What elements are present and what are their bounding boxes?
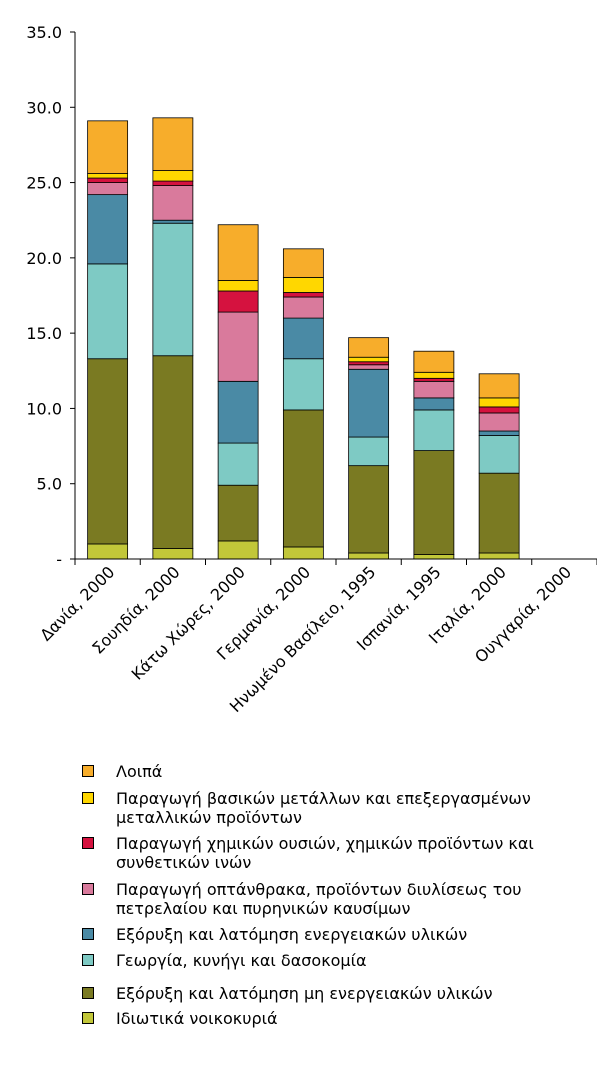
y-tick-label: 30.0 <box>26 98 62 117</box>
legend-label: Εξόρυξη και λατόμηση μη ενεργειακών υλικ… <box>116 984 493 1003</box>
bar-segment <box>348 436 390 467</box>
legend-label: Εξόρυξη και λατόμηση ενεργειακών υλικών <box>116 925 468 944</box>
bar-segment <box>282 296 324 319</box>
legend-item: Εξόρυξη και λατόμηση μη ενεργειακών υλικ… <box>78 984 593 1003</box>
bar-segment <box>282 248 324 278</box>
bar-segment <box>413 350 455 373</box>
legend-swatch <box>82 837 94 849</box>
bar-segment <box>413 397 455 411</box>
bar-segment <box>152 548 194 560</box>
legend-label: Λοιπά <box>116 762 163 781</box>
bar-segment <box>152 170 194 182</box>
bar-segment <box>413 371 455 379</box>
bar-segment <box>478 412 520 432</box>
bar-segment <box>217 280 259 292</box>
bar-segment <box>478 435 520 474</box>
bar-segment <box>87 182 129 196</box>
bar-segment <box>152 180 194 186</box>
bar-segment <box>348 356 390 363</box>
y-tick-label: - <box>56 550 62 569</box>
bar-segment <box>282 409 324 548</box>
bar-segment <box>152 222 194 357</box>
bar-segment <box>282 358 324 411</box>
bar-segment <box>478 552 520 560</box>
legend-swatch <box>82 792 94 804</box>
legend-item: Ιδιωτικά νοικοκυριά <box>78 1009 593 1028</box>
y-tick-label: 20.0 <box>26 249 62 268</box>
legend-swatch <box>82 765 94 777</box>
legend-label: Παραγωγή βασικών μετάλλων και επεξεργασμ… <box>116 789 531 827</box>
bar-segment <box>152 185 194 221</box>
legend-label: Παραγωγή οπτάνθρακα, προϊόντων διυλίσεως… <box>116 880 522 918</box>
bar-segment <box>478 472 520 554</box>
x-tick-label: Κάτω Χώρες, 2000 <box>128 562 249 683</box>
bar-segment <box>413 554 455 560</box>
bar-segment <box>87 194 129 265</box>
bar-segment <box>217 442 259 486</box>
y-tick-label: 15.0 <box>26 324 62 343</box>
bar-segment <box>478 397 520 408</box>
bar-segment <box>478 373 520 399</box>
y-tick-label: 5.0 <box>37 475 62 494</box>
bar-segment <box>217 540 259 560</box>
bar-segment <box>413 377 455 382</box>
bar-segment <box>87 358 129 545</box>
bar-segment <box>217 311 259 382</box>
bar-segment <box>87 543 129 560</box>
legend-item: Παραγωγή χημικών ουσιών, χημικών προϊόντ… <box>78 834 593 872</box>
legend-swatch <box>82 883 94 895</box>
legend-label: Γεωργία, κυνήγι και δασοκομία <box>116 951 367 970</box>
legend: Λοιπά Παραγωγή βασικών μετάλλων και επεξε… <box>78 762 593 1028</box>
bar-segment <box>282 317 324 360</box>
bar-segment <box>217 290 259 313</box>
legend-item: Λοιπά <box>78 762 593 781</box>
legend-item: Γεωργία, κυνήγι και δασοκομία <box>78 951 593 970</box>
legend-label: Ιδιωτικά νοικοκυριά <box>116 1009 278 1028</box>
legend-item: Παραγωγή βασικών μετάλλων και επεξεργασμ… <box>78 789 593 827</box>
bar-segment <box>87 173 129 179</box>
legend-swatch <box>82 928 94 940</box>
bar-segment <box>87 263 129 360</box>
bar-segment <box>217 224 259 281</box>
legend-swatch <box>82 1012 94 1024</box>
bar-segment <box>413 380 455 399</box>
bar-segment <box>87 177 129 183</box>
bar-segment <box>217 380 259 444</box>
legend-item: Παραγωγή οπτάνθρακα, προϊόντων διυλίσεως… <box>78 880 593 918</box>
bar-segment <box>348 368 390 438</box>
bar-segment <box>348 337 390 358</box>
bar-segment <box>282 546 324 560</box>
bar-segment <box>152 219 194 224</box>
y-tick-label: 25.0 <box>26 174 62 193</box>
bar-segment <box>282 292 324 298</box>
stacked-bar-chart: - 5.0 10.0 15.0 20.0 25.0 30.0 35.0 Δανία, 2000… <box>26 23 597 716</box>
bars <box>87 117 520 560</box>
bar-segment <box>87 120 129 174</box>
legend-swatch <box>82 987 94 999</box>
bar-segment <box>478 406 520 414</box>
bar-segment <box>413 450 455 555</box>
bar-segment <box>348 552 390 560</box>
bar-segment <box>152 117 194 171</box>
bar-segment <box>478 430 520 436</box>
bar-segment <box>282 277 324 293</box>
y-tick-label: 10.0 <box>26 399 62 418</box>
bar-segment <box>413 409 455 451</box>
bar-segment <box>348 364 390 370</box>
bar-segment <box>152 355 194 549</box>
legend-item: Εξόρυξη και λατόμηση ενεργειακών υλικών <box>78 925 593 944</box>
legend-label: Παραγωγή χημικών ουσιών, χημικών προϊόντ… <box>116 834 534 872</box>
y-tick-label: 35.0 <box>26 23 62 42</box>
y-axis: - 5.0 10.0 15.0 20.0 25.0 30.0 35.0 <box>26 23 76 569</box>
legend-swatch <box>82 954 94 966</box>
bar-segment <box>348 465 390 554</box>
bar-segment <box>217 484 259 542</box>
bar-segment <box>348 361 390 366</box>
